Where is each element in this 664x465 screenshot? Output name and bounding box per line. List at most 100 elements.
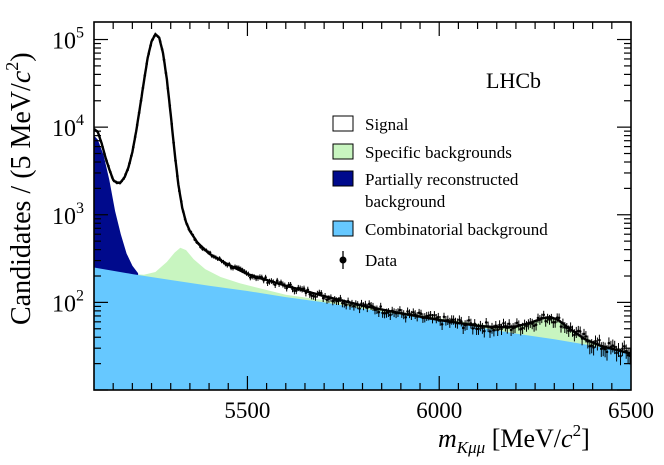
data-point	[348, 304, 352, 307]
data-point	[404, 316, 408, 319]
data-point	[553, 320, 557, 324]
x-axis-label-sup: 2	[573, 421, 582, 440]
data-point	[331, 299, 335, 303]
data-point	[452, 318, 455, 322]
x-axis-label-main: m	[438, 424, 457, 453]
data-point	[552, 321, 555, 324]
x-axis-label-sub: Kμμ	[456, 438, 485, 457]
y-tick-label: 105	[52, 25, 84, 55]
data-point	[293, 289, 296, 293]
data-point	[321, 296, 325, 300]
x-axis-label-close: ]	[581, 424, 590, 453]
data-point	[461, 326, 465, 330]
y-tick-label: 104	[52, 112, 84, 142]
data-point	[507, 322, 511, 326]
data-point	[613, 345, 616, 349]
legend-label: Signal	[365, 115, 409, 134]
data-point	[592, 346, 595, 349]
data-point	[442, 315, 446, 319]
data-point	[273, 283, 277, 287]
data-point	[605, 350, 609, 354]
data-point	[573, 333, 576, 337]
y-axis-label-sup: 2	[2, 62, 22, 71]
data-point	[471, 327, 475, 330]
legend-swatch	[332, 220, 354, 237]
y-axis-label-c: c	[6, 70, 37, 83]
y-tick-label: 103	[52, 200, 84, 230]
data-point	[289, 283, 292, 287]
data-point	[521, 326, 524, 330]
plot-frame	[93, 21, 632, 391]
y-tick-exp: 5	[76, 25, 84, 42]
data-point	[381, 311, 384, 315]
y-tick-base: 10	[52, 291, 76, 317]
data-point	[619, 354, 622, 358]
data-point	[358, 307, 361, 310]
data-point	[344, 303, 348, 307]
data-point	[598, 338, 601, 342]
y-axis-label-close: )	[6, 52, 37, 61]
legend: Signal Specific backgrounds Partially reco…	[332, 115, 548, 270]
data-point	[500, 327, 503, 331]
data-point	[611, 344, 615, 347]
x-tick-label: 6000	[416, 398, 462, 423]
data-point	[519, 328, 522, 331]
data-point	[477, 327, 480, 331]
legend-label: Data	[365, 251, 398, 270]
data-point	[458, 318, 461, 322]
y-tick-exp: 3	[76, 200, 84, 217]
data-point	[532, 324, 536, 328]
data-point	[509, 328, 513, 332]
data-point	[412, 311, 415, 314]
experiment-label: LHCb	[486, 68, 541, 93]
data-point	[623, 345, 626, 348]
data-point	[398, 308, 402, 312]
data-point	[275, 279, 279, 282]
data-point	[488, 330, 492, 333]
data-point	[559, 325, 563, 328]
x-axis-label-c: c	[561, 424, 573, 453]
data-point	[590, 344, 593, 347]
legend-label: Partially reconstructed	[365, 170, 519, 189]
data-point	[437, 315, 440, 319]
y-tick-base: 10	[52, 29, 76, 55]
x-tick-label: 6500	[608, 398, 654, 423]
data-point	[484, 321, 488, 324]
data-point	[379, 305, 383, 308]
x-tick-labels: 5500 6000 6500	[224, 398, 654, 423]
data-point	[467, 319, 471, 322]
axis-ticks	[94, 22, 631, 391]
data-point	[352, 304, 356, 308]
legend-label: Specific backgrounds	[365, 143, 512, 162]
legend-marker	[339, 256, 347, 264]
legend-swatch	[332, 115, 354, 132]
data-point	[584, 335, 588, 338]
legend-label: Combinatorial background	[365, 220, 548, 239]
data-point	[367, 302, 371, 306]
data-point	[440, 323, 444, 326]
data-point	[492, 328, 496, 332]
data-point	[475, 327, 478, 331]
data-point	[285, 286, 289, 290]
data-point	[582, 332, 586, 336]
data-point	[325, 298, 329, 302]
data-point	[578, 330, 582, 333]
data-point	[450, 318, 454, 322]
legend-swatch	[332, 170, 354, 187]
data-point	[515, 321, 519, 325]
data-point	[548, 318, 551, 321]
data-point	[483, 329, 486, 333]
data-point	[557, 316, 561, 320]
data-point	[320, 291, 323, 295]
data-point	[266, 281, 269, 285]
data-point	[314, 295, 317, 299]
data-point	[615, 351, 618, 355]
data-point	[302, 287, 306, 290]
combinatorial-background-area	[94, 267, 631, 390]
data-point	[429, 313, 432, 317]
data-point	[544, 319, 547, 323]
data-point	[377, 310, 381, 314]
data-point	[607, 341, 611, 345]
